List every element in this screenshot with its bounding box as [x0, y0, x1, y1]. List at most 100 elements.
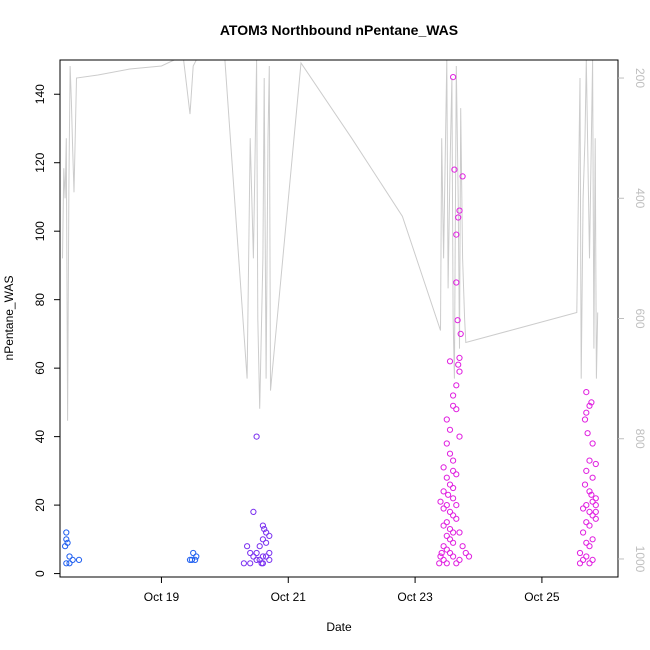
data-point [586, 402, 593, 409]
data-point [450, 512, 457, 519]
data-point [193, 553, 200, 560]
data-point [443, 416, 450, 423]
data-point [583, 467, 590, 474]
data-point [589, 474, 596, 481]
data-point [456, 354, 463, 361]
data-point [453, 560, 460, 567]
data-point [443, 519, 450, 526]
data-point [592, 515, 599, 522]
y-tick-label: 20 [33, 498, 47, 512]
data-point [75, 556, 83, 564]
data-point [450, 539, 457, 546]
data-point [580, 505, 587, 512]
data-point [583, 553, 590, 560]
data-point [450, 484, 457, 492]
data-point [586, 522, 593, 529]
data-point [465, 553, 473, 560]
chart-title: ATOM3 Northbound nPentane_WAS [220, 22, 458, 38]
data-point [63, 536, 70, 543]
data-point [437, 553, 444, 560]
data-point [451, 166, 458, 173]
data-point [440, 543, 447, 550]
data-point [586, 488, 593, 495]
x-axis: Oct 19 Oct 21 Oct 23 Oct 25 [144, 576, 560, 604]
data-point [256, 543, 263, 550]
data-point [581, 481, 589, 488]
data-point [462, 549, 469, 557]
data-point [584, 430, 591, 437]
data-point [453, 382, 460, 389]
data-point [440, 522, 447, 529]
data-point [583, 502, 590, 509]
data-point [450, 529, 457, 536]
y-tick-label: 120 [33, 152, 47, 172]
data-point [450, 553, 457, 560]
data-point [450, 457, 457, 464]
data-point [240, 560, 247, 567]
data-point [266, 556, 273, 564]
data-point [446, 358, 454, 365]
y-tick-label: 60 [33, 361, 47, 375]
data-point [446, 526, 454, 533]
data-point [589, 556, 596, 564]
data-point [443, 546, 450, 553]
data-point [456, 556, 463, 564]
data-point [263, 529, 270, 536]
data-point [592, 460, 599, 468]
y2-tick-label: 400 [633, 188, 647, 208]
altitude-line-layer [62, 59, 599, 421]
data-point [62, 543, 69, 550]
data-point [443, 502, 450, 509]
data-point [445, 491, 452, 498]
y2-tick-label: 800 [633, 429, 647, 449]
data-point [592, 508, 599, 515]
data-point [588, 399, 595, 406]
data-point [440, 464, 447, 471]
y2-tick-label: 600 [633, 308, 647, 328]
y-tick-label: 140 [33, 84, 47, 104]
data-point [453, 231, 460, 238]
data-point [583, 409, 590, 416]
data-point [586, 457, 593, 464]
data-point [244, 543, 251, 550]
y-tick-label: 80 [33, 293, 47, 307]
data-point [592, 495, 599, 502]
y-axis-label: nPentane_WAS [2, 276, 16, 361]
data-point [453, 471, 460, 478]
data-point [583, 539, 590, 546]
data-point [589, 536, 596, 543]
data-point [259, 522, 266, 529]
data-point [443, 474, 450, 481]
y2-tick-label: 1000 [633, 546, 647, 573]
data-point [259, 536, 266, 543]
data-point [450, 74, 457, 81]
data-point [437, 498, 444, 505]
data-point [459, 543, 466, 550]
data-point [580, 556, 587, 564]
data-points-layer [62, 74, 599, 567]
data-point [586, 560, 593, 567]
data-point [250, 553, 257, 560]
data-point [188, 556, 195, 564]
data-point [192, 556, 199, 564]
data-point [456, 433, 463, 440]
data-point [253, 556, 260, 564]
x-tick-label: Oct 21 [271, 590, 307, 604]
data-point [446, 536, 454, 543]
data-point [446, 508, 454, 515]
data-point [247, 549, 254, 557]
data-point [450, 495, 457, 502]
y2-axis: 200 400 600 800 1000 [618, 68, 647, 573]
data-point [586, 508, 593, 515]
data-point [66, 560, 73, 567]
data-point [455, 214, 462, 221]
data-point [456, 529, 463, 536]
data-point [436, 560, 443, 567]
y-tick-label: 0 [33, 570, 47, 577]
y-axis: 0 20 40 60 80 100 120 140 [33, 84, 60, 577]
data-point [456, 368, 463, 375]
data-point [440, 556, 447, 564]
data-point [588, 491, 595, 498]
data-point [589, 498, 596, 505]
data-point [443, 560, 450, 567]
